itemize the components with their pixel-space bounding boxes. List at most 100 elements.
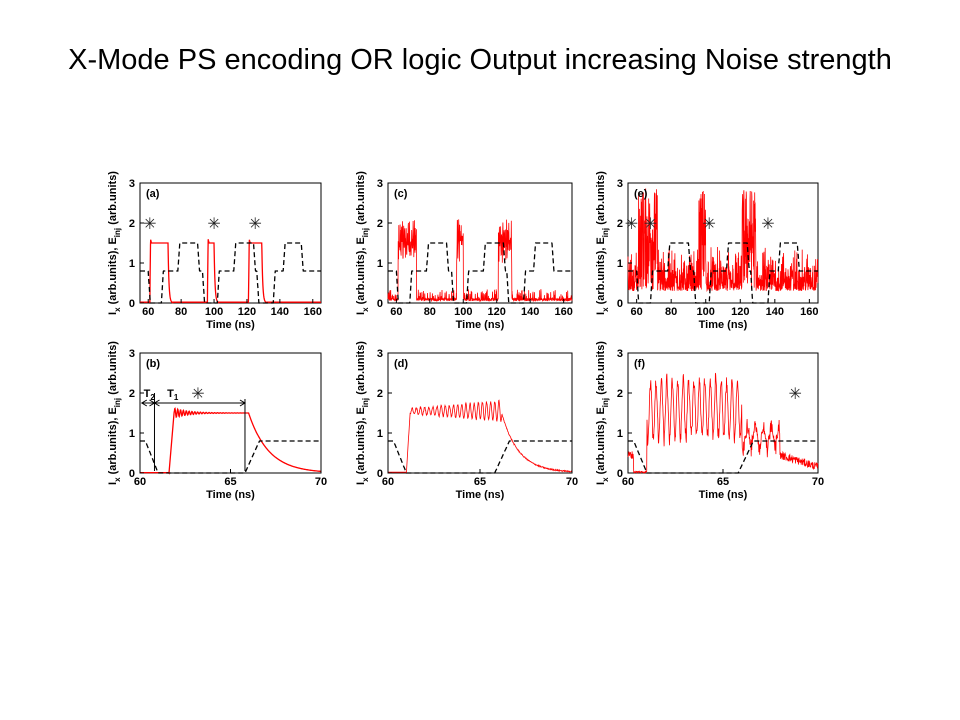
asterisk-marker: ✳ xyxy=(644,214,657,233)
y-tick-label: 0 xyxy=(617,298,623,310)
series-line-ix xyxy=(387,219,573,303)
panel-label: (f) xyxy=(634,358,645,370)
x-tick-label: 160 xyxy=(304,306,322,318)
y-tick-label: 1 xyxy=(377,258,383,270)
series-line-ix xyxy=(627,188,819,293)
x-tick-label: 80 xyxy=(175,306,187,318)
x-tick-label: 70 xyxy=(315,476,327,488)
series-line-ix xyxy=(140,407,322,475)
y-tick-label: 3 xyxy=(377,178,383,190)
y-axis-label: Ix (arb.units), Einj (arb.units) xyxy=(355,171,370,315)
y-axis-label: Ix (arb.units), Einj (arb.units) xyxy=(595,171,610,315)
asterisk-marker: ✳ xyxy=(761,214,774,233)
asterisk-marker: ✳ xyxy=(248,214,261,233)
y-axis-label: Ix (arb.units), Einj (arb.units) xyxy=(107,341,122,485)
x-tick-label: 140 xyxy=(271,306,289,318)
x-tick-label: 60 xyxy=(142,306,154,318)
x-axis-label: Time (ns) xyxy=(699,489,748,501)
panel-label: (e) xyxy=(634,188,648,200)
y-tick-label: 3 xyxy=(129,348,135,360)
x-axis-label: Time (ns) xyxy=(699,319,748,331)
y-tick-label: 0 xyxy=(129,298,135,310)
x-tick-label: 100 xyxy=(205,306,223,318)
y-tick-label: 3 xyxy=(129,178,135,190)
x-tick-label: 65 xyxy=(717,476,729,488)
asterisk-marker: ✳ xyxy=(191,384,204,403)
y-tick-label: 0 xyxy=(617,468,623,480)
y-tick-label: 0 xyxy=(377,298,383,310)
chart-panel-e: 60 80 100 120 140 160 0 1 2 3 Time (ns) Ix (arb.uni… xyxy=(595,171,819,331)
y-tick-label: 2 xyxy=(377,218,383,230)
y-tick-label: 1 xyxy=(129,258,135,270)
x-tick-label: 120 xyxy=(488,306,506,318)
x-tick-label: 60 xyxy=(622,476,634,488)
x-tick-label: 80 xyxy=(665,306,677,318)
arrow-t2-head-start xyxy=(140,399,148,407)
x-tick-label: 65 xyxy=(224,476,236,488)
x-tick-label: 100 xyxy=(454,306,472,318)
x-tick-label: 160 xyxy=(800,306,818,318)
x-tick-label: 100 xyxy=(697,306,715,318)
x-tick-label: 70 xyxy=(566,476,578,488)
y-tick-label: 1 xyxy=(617,428,623,440)
panel-label: (b) xyxy=(146,358,160,370)
plot-frame xyxy=(387,352,573,474)
series-line-ix xyxy=(140,239,321,304)
series-line-ix xyxy=(388,399,573,474)
chart-panel-c: 60 80 100 120 140 160 0 1 2 3 Time (ns) Ix (arb.uni… xyxy=(355,171,573,331)
series-line-ix xyxy=(627,372,819,474)
x-tick-label: 60 xyxy=(382,476,394,488)
x-tick-label: 65 xyxy=(474,476,486,488)
y-tick-label: 1 xyxy=(129,428,135,440)
asterisk-marker: ✳ xyxy=(625,214,638,233)
annotation-t1: T1 xyxy=(167,388,179,402)
panel-label: (c) xyxy=(394,188,408,200)
asterisk-marker: ✳ xyxy=(143,214,156,233)
y-tick-label: 1 xyxy=(377,428,383,440)
y-tick-label: 0 xyxy=(129,468,135,480)
y-axis-label: Ix (arb.units), Einj (arb.units) xyxy=(107,171,122,315)
y-axis-label: Ix (arb.units), Einj (arb.units) xyxy=(355,341,370,485)
asterisk-marker: ✳ xyxy=(702,214,715,233)
panel-label: (a) xyxy=(146,188,160,200)
x-tick-label: 60 xyxy=(134,476,146,488)
plot-frame xyxy=(387,182,573,304)
chart-panel-b: 60 65 70 0 1 2 3 Time (ns) Ix (arb.units), Einj … xyxy=(107,341,327,501)
x-tick-label: 80 xyxy=(424,306,436,318)
chart-panel-f: 60 65 70 0 1 2 3 Time (ns) Ix (arb.units), Einj … xyxy=(595,341,824,501)
series-line-einj xyxy=(140,242,321,304)
x-tick-label: 140 xyxy=(521,306,539,318)
x-axis-label: Time (ns) xyxy=(206,489,255,501)
slide-title: X-Mode PS encoding OR logic Output incre… xyxy=(68,44,892,76)
x-axis-label: Time (ns) xyxy=(456,319,505,331)
asterisk-marker: ✳ xyxy=(207,214,220,233)
x-tick-label: 60 xyxy=(390,306,402,318)
y-tick-label: 3 xyxy=(377,348,383,360)
series-line-einj xyxy=(388,242,572,304)
asterisk-marker: ✳ xyxy=(788,384,801,403)
y-tick-label: 2 xyxy=(129,218,135,230)
x-tick-label: 120 xyxy=(731,306,749,318)
x-tick-label: 70 xyxy=(812,476,824,488)
x-tick-label: 140 xyxy=(766,306,784,318)
x-tick-label: 60 xyxy=(631,306,643,318)
y-tick-label: 2 xyxy=(617,388,623,400)
y-tick-label: 3 xyxy=(617,348,623,360)
y-axis-label: Ix (arb.units), Einj (arb.units) xyxy=(595,341,610,485)
chart-panel-a: 60 80 100 120 140 160 0 1 2 3 Time (ns) Ix (arb.uni… xyxy=(107,171,322,331)
y-tick-label: 1 xyxy=(617,258,623,270)
x-tick-label: 120 xyxy=(238,306,256,318)
y-tick-label: 2 xyxy=(377,388,383,400)
x-axis-label: Time (ns) xyxy=(206,319,255,331)
panel-label: (d) xyxy=(394,358,408,370)
x-tick-label: 160 xyxy=(554,306,572,318)
annotation-t2: T2 xyxy=(144,388,156,402)
y-tick-label: 2 xyxy=(129,388,135,400)
chart-panel-d: 60 65 70 0 1 2 3 Time (ns) Ix (arb.units), Einj … xyxy=(355,341,578,501)
x-axis-label: Time (ns) xyxy=(456,489,505,501)
y-tick-label: 3 xyxy=(617,178,623,190)
series-line-einj xyxy=(628,242,818,304)
y-tick-label: 2 xyxy=(617,218,623,230)
y-tick-label: 0 xyxy=(377,468,383,480)
